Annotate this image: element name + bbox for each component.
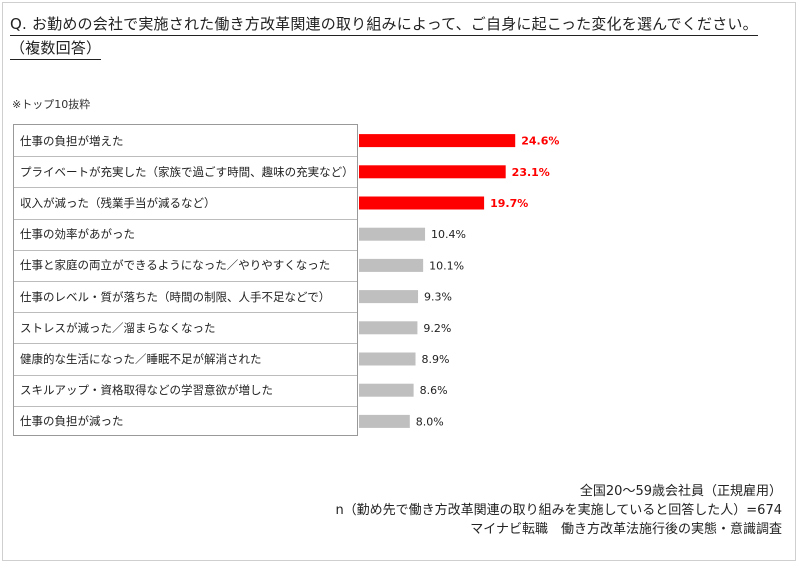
category-label: スキルアップ・資格取得などの学習意欲が増した: [20, 383, 273, 398]
category-label: 仕事の効率があがった: [20, 227, 135, 242]
bar: [359, 196, 485, 210]
bar: [359, 383, 414, 397]
source-survey-name: マイナビ転職 働き方改革法施行後の実態・意識調査: [470, 522, 782, 537]
value-label: 10.1%: [429, 259, 464, 272]
value-label: 8.0%: [416, 415, 444, 428]
row-separator: [14, 312, 357, 314]
category-label: 収入が減った（残業手当が減るなど）: [20, 196, 216, 210]
bar: [359, 258, 424, 272]
category-label: 仕事の負担が増えた: [20, 133, 124, 148]
row-separator: [14, 281, 357, 282]
bar: [359, 414, 410, 428]
question-header: Q. お勤めの会社で実施された働き方改革関連の取り組みによって、ご自身に起こった…: [10, 14, 758, 60]
value-label: 9.3%: [424, 291, 452, 304]
row-separator: [14, 156, 357, 158]
category-label-box: 仕事の負担が増えたプライベートが充実した（家族で過ごす時間、趣味の充実など） 収入…: [13, 124, 358, 436]
row-separator: [14, 405, 357, 407]
value-label: 23.1%: [512, 166, 550, 179]
row-separator: [14, 249, 357, 251]
question-subtext: （複数回答）: [10, 38, 102, 60]
category-label: ストレスが減った／溜まらなくなった: [20, 320, 216, 335]
category-label: 仕事の負担が減った: [20, 414, 124, 429]
category-label: プライベートが充実した（家族で過ごす時間、趣味の充実など）: [20, 164, 354, 179]
source-sample-size: n（勤め先で働き方改革関連の取り組みを実施していると回答した人）=674: [335, 503, 782, 518]
bar: [359, 227, 426, 241]
bar: [359, 165, 506, 179]
bar: [359, 352, 416, 366]
source-population: 全国20～59歳会社員（正規雇用）: [579, 484, 782, 499]
row-separator: [14, 187, 357, 189]
value-label: 19.7%: [490, 197, 528, 210]
question-text: Q. お勤めの会社で実施された働き方改革関連の取り組みによって、ご自身に起こった…: [10, 14, 758, 36]
category-label: 仕事のレベル・質が落ちた（時間の制限、人手不足などで）: [20, 289, 331, 304]
row-separator: [14, 374, 357, 376]
bar: [359, 134, 516, 148]
value-label: 9.2%: [423, 322, 451, 335]
category-label: 健康的な生活になった／睡眠不足が解消された: [20, 352, 262, 366]
value-label: 8.6%: [420, 384, 448, 397]
bar: [359, 290, 419, 304]
row-separator: [14, 343, 357, 345]
value-label: 8.9%: [422, 353, 450, 366]
note-label: ※トップ10抜粋: [12, 98, 91, 111]
value-label: 24.6%: [521, 135, 559, 148]
bar: [359, 321, 418, 335]
row-separator: [14, 218, 357, 220]
category-label: 仕事と家庭の両立ができるようになった／やりやすくなった: [20, 258, 331, 273]
source-block: 全国20～59歳会社員（正規雇用） n（勤め先で働き方改革関連の取り組みを実施し…: [335, 482, 782, 539]
value-label: 10.4%: [431, 228, 466, 241]
